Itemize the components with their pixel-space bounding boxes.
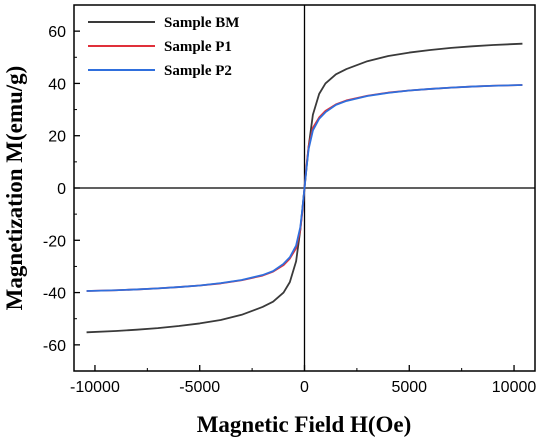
legend-label: Sample P2 (164, 63, 232, 79)
y-tick-label: 0 (57, 181, 66, 198)
series-line-sample-p2 (86, 84, 523, 292)
y-tick-label: 60 (48, 24, 66, 41)
legend: Sample BM Sample P1 Sample P2 (88, 15, 239, 79)
x-tick-label: -10000 (70, 379, 120, 396)
y-axis-title: Magnetization M(emu/g) (2, 66, 27, 311)
y-tick-label: -40 (43, 286, 66, 303)
x-tick-label: 5000 (391, 379, 427, 396)
y-tick-label: 20 (48, 129, 66, 146)
legend-label: Sample P1 (164, 39, 232, 55)
y-tick-label: -60 (43, 338, 66, 355)
x-tick-label: -5000 (179, 379, 220, 396)
x-tick-label: 0 (300, 379, 309, 396)
legend-label: Sample BM (164, 15, 239, 31)
x-tick-label: 10000 (492, 379, 537, 396)
x-axis-title: Magnetic Field H(Oe) (197, 412, 412, 437)
y-tick-label: -20 (43, 233, 66, 250)
y-tick-label: 40 (48, 76, 66, 93)
